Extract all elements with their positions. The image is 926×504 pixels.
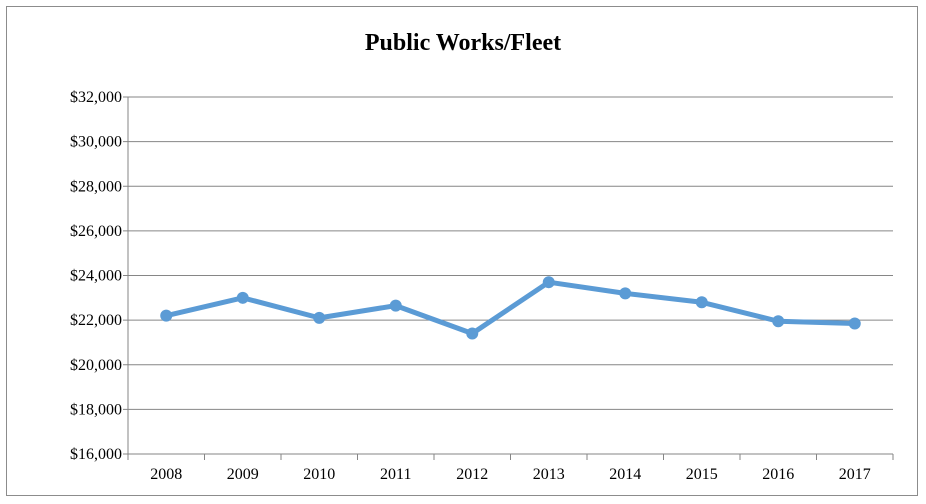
chart-frame — [6, 6, 918, 496]
axes — [123, 96, 894, 460]
gridlines — [128, 96, 893, 410]
x-tick-label: 2014 — [609, 466, 641, 483]
x-tick-label: 2008 — [150, 466, 182, 483]
y-axis-tick-labels: $16,000 $18,000 $20,000 $22,000 $24,000 $26,0… — [70, 89, 122, 463]
y-tick-label: $32,000 — [70, 89, 122, 106]
data-point — [389, 299, 402, 312]
y-tick-label: $26,000 — [70, 223, 122, 240]
chart-title: Public Works/Fleet — [364, 30, 562, 56]
data-point — [848, 317, 861, 330]
y-tick-label: $22,000 — [70, 312, 122, 329]
data-point — [236, 291, 249, 304]
data-point — [695, 296, 708, 309]
series — [160, 276, 861, 340]
data-point — [542, 276, 555, 289]
data-point — [619, 287, 632, 300]
data-point — [313, 311, 326, 324]
data-point — [466, 327, 479, 340]
data-point — [772, 315, 785, 328]
x-tick-label: 2017 — [839, 466, 871, 483]
y-tick-label: $18,000 — [70, 401, 122, 418]
series-line — [163, 279, 858, 337]
x-tick-label: 2013 — [533, 466, 565, 483]
x-tick-label: 2010 — [303, 466, 335, 483]
x-tick-label: 2009 — [227, 466, 259, 483]
data-point — [160, 309, 173, 322]
x-tick-label: 2016 — [762, 466, 794, 483]
y-tick-label: $30,000 — [70, 134, 122, 151]
y-tick-label: $20,000 — [70, 357, 122, 374]
x-tick-label: 2012 — [456, 466, 488, 483]
x-axis-tick-labels: 2008 2009 2010 2011 2012 2013 2014 2015 2016 2017 — [150, 466, 871, 483]
y-tick-label: $24,000 — [70, 268, 122, 285]
x-tick-label: 2015 — [686, 466, 718, 483]
x-tick-label: 2011 — [380, 466, 411, 483]
y-tick-label: $16,000 — [70, 446, 122, 463]
y-tick-label: $28,000 — [70, 178, 122, 195]
